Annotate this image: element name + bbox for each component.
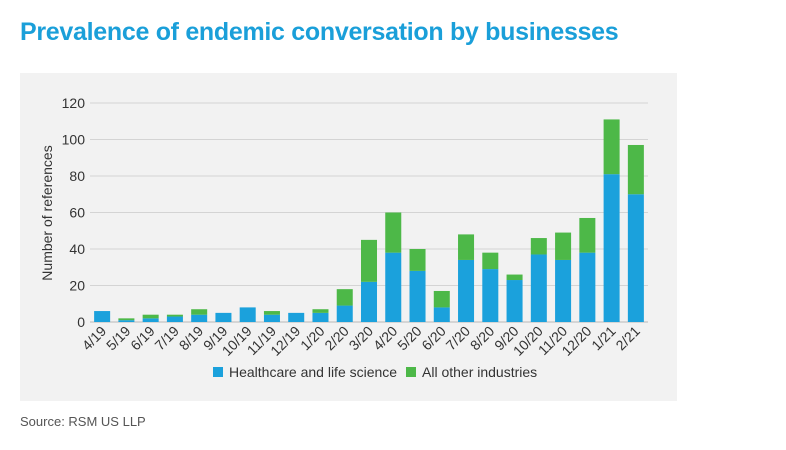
x-tick-label: 1/21 <box>588 323 619 354</box>
stacked-bar-chart: 0 20 40 60 80 100 120 4/195/196/197/198/199/19… <box>39 95 648 380</box>
bar-other-8-19 <box>191 309 208 315</box>
source-note: Source: RSM US LLP <box>20 414 146 429</box>
chart-panel: 0 20 40 60 80 100 120 4/19 5/19 6/19 7/19 8/19 9/19… <box>20 73 677 401</box>
x-tick-label: 2/21 <box>612 323 643 354</box>
x-tick-label: 6/19 <box>127 323 158 354</box>
bar-other-2-20 <box>336 289 353 306</box>
bar-healthcare-4-20 <box>385 252 402 322</box>
bar-healthcare-12-19 <box>288 312 305 322</box>
bar-healthcare-8-19 <box>191 314 208 322</box>
bar-healthcare-1-21 <box>603 174 620 322</box>
bar-healthcare-9-19 <box>215 312 232 322</box>
bar-healthcare-10-19 <box>239 307 256 322</box>
bar-other-11-20 <box>555 232 572 260</box>
y-tick-label: 60 <box>69 205 85 221</box>
x-tick-labels: 4/195/196/197/198/199/1910/1911/1912/191… <box>79 323 643 359</box>
y-tick-label: 80 <box>69 168 85 184</box>
bar-other-6-20 <box>433 290 450 308</box>
bar-healthcare-7-20 <box>458 259 475 322</box>
y-tick-label: 20 <box>69 278 85 294</box>
legend-label: All other industries <box>422 364 537 380</box>
x-tick-label: 2/20 <box>321 323 352 354</box>
y-axis-label: Number of references <box>39 145 55 280</box>
x-tick-label: 3/20 <box>346 323 377 354</box>
y-tick-label: 100 <box>62 132 86 148</box>
bar-other-10-20 <box>530 238 547 255</box>
bar-other-12-20 <box>579 217 596 253</box>
bar-healthcare-11-20 <box>555 259 572 322</box>
x-tick-label: 7/19 <box>151 323 182 354</box>
bar-healthcare-2-21 <box>627 194 644 322</box>
bars <box>94 119 644 322</box>
legend-label: Healthcare and life science <box>229 364 397 380</box>
y-tick-label: 120 <box>62 95 86 111</box>
legend-swatch <box>213 367 223 377</box>
x-tick-label: 8/20 <box>467 323 498 354</box>
bar-other-1-20 <box>312 309 329 313</box>
bar-other-7-19 <box>166 314 183 317</box>
y-tick-label: 40 <box>69 241 85 257</box>
bar-healthcare-3-20 <box>360 281 378 322</box>
bar-healthcare-12-20 <box>579 252 596 322</box>
bar-other-7-20 <box>458 234 475 260</box>
x-tick-label: 1/20 <box>297 323 328 354</box>
bar-other-11-19 <box>263 311 280 315</box>
bar-healthcare-8-20 <box>482 269 499 322</box>
x-tick-label: 5/19 <box>103 323 134 354</box>
bar-healthcare-4-19 <box>94 311 111 322</box>
legend: Healthcare and life science All other ind… <box>213 364 537 380</box>
chart-title: Prevalence of endemic conversation by bu… <box>20 18 619 46</box>
bar-other-5-19 <box>118 318 135 321</box>
bar-other-6-19 <box>142 314 159 319</box>
bar-other-1-21 <box>603 119 620 175</box>
bar-healthcare-5-20 <box>409 270 426 322</box>
bar-healthcare-11-19 <box>263 314 280 322</box>
bar-healthcare-7-19 <box>166 316 183 322</box>
bar-other-3-20 <box>360 239 378 282</box>
bar-healthcare-2-20 <box>336 305 353 322</box>
x-tick-label: 5/20 <box>394 323 425 354</box>
bar-other-9-20 <box>506 274 523 281</box>
y-tick-labels: 0 20 40 60 80 100 120 <box>62 95 86 330</box>
y-tick-label: 0 <box>77 314 85 330</box>
bar-healthcare-6-20 <box>433 307 450 322</box>
bar-healthcare-6-19 <box>142 318 159 322</box>
bar-other-5-20 <box>409 249 426 271</box>
bar-healthcare-5-19 <box>118 320 135 322</box>
bar-other-4-20 <box>385 212 402 253</box>
bar-healthcare-10-20 <box>530 254 547 322</box>
bar-other-2-21 <box>627 144 644 195</box>
bar-healthcare-1-20 <box>312 312 329 322</box>
x-tick-label: 4/20 <box>370 323 401 354</box>
legend-swatch <box>406 367 416 377</box>
x-tick-label: 6/20 <box>418 323 449 354</box>
bar-other-8-20 <box>482 252 499 270</box>
x-tick-label: 7/20 <box>443 323 474 354</box>
x-tick-label: 8/19 <box>176 323 207 354</box>
bar-healthcare-9-20 <box>506 280 523 322</box>
